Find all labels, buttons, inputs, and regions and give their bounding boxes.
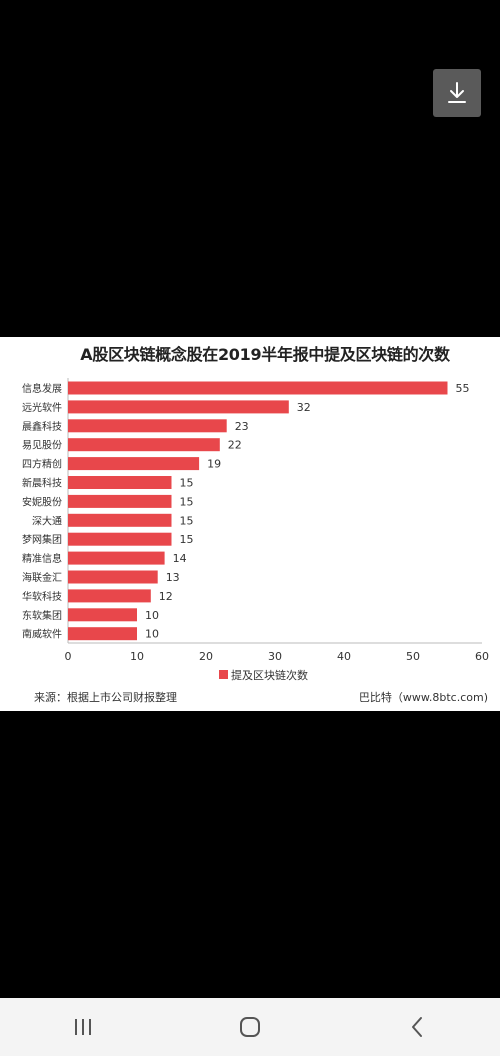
bar-chart: 信息发展 55 远光软件 32 晨鑫科技 23 易见股份 22 四方精创 19 新晨科技 15 安妮股份… [22, 378, 489, 682]
category-label: 东软集团 [22, 609, 62, 622]
category-label: 远光软件 [22, 401, 62, 414]
category-label: 易见股份 [22, 440, 62, 452]
bar [68, 438, 220, 452]
category-label: 晨鑫科技 [22, 420, 62, 433]
data-label: 13 [166, 571, 180, 584]
bar [68, 627, 137, 641]
category-label: 梦网集团 [22, 533, 62, 546]
data-label: 14 [173, 552, 187, 565]
download-icon [448, 82, 466, 103]
x-tick-label: 30 [268, 650, 282, 663]
bar [68, 532, 172, 546]
system-navigation-bar [0, 998, 500, 1056]
bar [68, 551, 165, 565]
bar [68, 419, 227, 433]
home-icon [239, 1017, 260, 1037]
bar [68, 589, 151, 603]
category-label: 深大通 [32, 514, 62, 527]
source-note: 来源：根据上市公司财报整理 [34, 691, 177, 704]
recent-apps-button[interactable] [53, 1007, 113, 1047]
legend-label: 提及区块链次数 [231, 668, 308, 682]
bar [68, 513, 172, 527]
category-label: 新晨科技 [22, 477, 62, 490]
data-label: 55 [456, 382, 470, 395]
chart-image[interactable]: A股区块链概念股在2019半年报中提及区块链的次数 信息发展 55 远光软件 32 晨鑫… [0, 337, 500, 711]
data-label: 32 [297, 401, 311, 414]
bar [68, 400, 289, 414]
category-label: 华软科技 [22, 590, 62, 603]
brand-credit: 巴比特（www.8btc.com) [358, 691, 488, 704]
category-label: 精准信息 [22, 552, 62, 565]
data-label: 23 [235, 420, 249, 433]
data-label: 10 [145, 609, 159, 622]
category-label: 南威软件 [22, 628, 62, 641]
back-icon [411, 1017, 422, 1037]
data-label: 12 [159, 590, 173, 603]
back-button[interactable] [387, 1007, 447, 1047]
bar [68, 494, 172, 508]
data-label: 22 [228, 439, 242, 452]
x-tick-label: 40 [337, 650, 351, 663]
home-button[interactable] [220, 1007, 280, 1047]
bar [68, 476, 172, 489]
data-label: 15 [180, 533, 194, 546]
x-tick-label: 10 [130, 650, 144, 663]
legend-swatch [219, 670, 228, 679]
category-label: 四方精创 [22, 458, 62, 471]
bar [68, 381, 448, 395]
bar [68, 608, 137, 622]
data-label: 19 [207, 458, 221, 471]
x-tick-label: 60 [475, 650, 489, 663]
x-tick-label: 0 [65, 650, 72, 663]
download-button[interactable] [433, 69, 481, 117]
bar [68, 570, 158, 584]
category-label: 信息发展 [22, 382, 62, 395]
x-tick-label: 50 [406, 650, 420, 663]
category-label: 海联金汇 [22, 571, 62, 584]
data-label: 15 [180, 514, 194, 527]
bar [68, 457, 200, 471]
x-tick-label: 20 [199, 650, 213, 663]
category-label: 安妮股份 [22, 495, 62, 508]
data-label: 15 [180, 477, 194, 490]
data-label: 10 [145, 628, 159, 641]
data-label: 15 [180, 495, 194, 508]
chart-title: A股区块链概念股在2019半年报中提及区块链的次数 [80, 345, 450, 364]
recent-apps-icon [75, 1019, 92, 1035]
